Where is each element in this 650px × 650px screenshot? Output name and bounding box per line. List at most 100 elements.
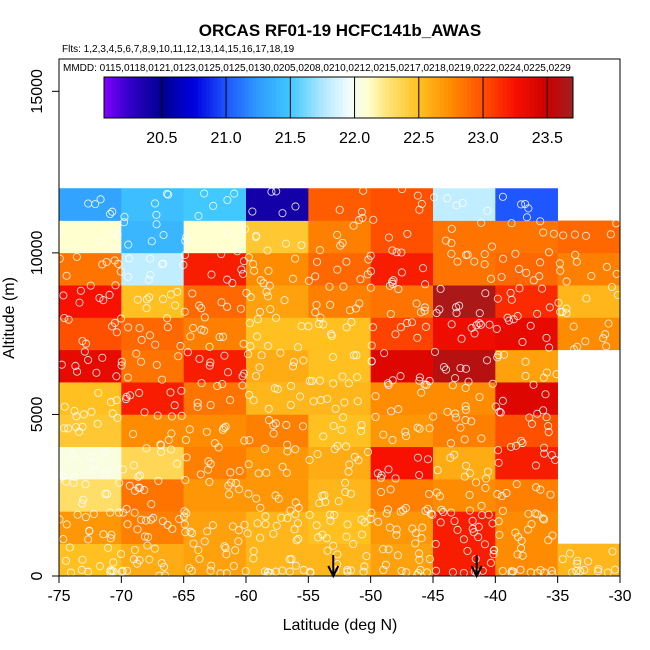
sample-point [167,445,176,454]
sample-point [142,304,151,313]
colorbar-segment [369,77,375,118]
sample-point [156,440,165,449]
sample-point [143,541,152,550]
sample-point [271,567,280,576]
sample-point [218,425,227,434]
heatmap-cell [495,349,558,383]
sample-point [488,379,497,388]
colorbar-segment [127,77,132,118]
sample-point [487,242,497,251]
sample-point [388,376,397,385]
sample-point [333,265,342,274]
sample-point [524,525,533,534]
sample-point [452,309,461,318]
sample-point [226,396,235,405]
sample-point [521,371,530,381]
sample-point [206,401,215,410]
colorbar-segment [275,77,281,118]
sample-point [246,293,255,302]
sample-point [283,440,292,449]
sample-point [495,530,504,539]
sample-point [508,567,518,576]
sample-point [475,392,484,402]
sample-point [130,508,139,517]
sample-point [608,547,617,556]
sample-point [231,546,240,555]
sample-point [385,281,394,290]
sample-point [269,529,278,538]
sample-point [461,405,470,414]
sample-point [335,205,344,214]
heatmap-cell [308,252,371,286]
sample-point [483,206,492,215]
sample-point [289,357,298,367]
sample-point [263,246,272,255]
sample-point [96,195,105,204]
heatmap-cell [308,317,371,351]
sample-point [536,485,545,494]
colorbar-segment [389,77,394,118]
sample-point [241,567,250,576]
sample-point [91,200,100,209]
sample-point [498,192,507,201]
sample-point [166,388,175,397]
colorbar-segment [154,77,160,118]
sample-point [59,291,68,300]
sample-point [546,490,555,499]
sample-point [532,483,541,492]
sample-point [152,360,161,369]
heatmap-cell [308,511,371,544]
sample-point [166,290,175,299]
sample-point [415,376,424,385]
sample-point [274,494,283,503]
sample-point [430,347,440,356]
sample-point [180,520,189,529]
heatmap-cell [59,446,122,480]
y-axis-label: Altitude (m) [1,277,18,359]
sample-point [102,257,111,267]
sample-point [233,247,242,256]
sample-point [291,202,300,211]
sample-point [150,199,160,208]
sample-point [548,570,557,579]
sample-point [135,324,144,333]
sample-point [447,239,456,248]
sample-point [278,462,287,471]
heatmap-cell [433,188,496,221]
sample-point [531,509,540,518]
colorbar-segment [498,77,504,118]
colorbar-segment [229,77,234,118]
sample-point [259,279,268,288]
sample-point [415,471,424,480]
sample-point [443,407,452,416]
colorbar: 20.5 21.0 21.5 22.0 22.5 23.0 23.5 [103,76,574,147]
sample-point [226,468,235,477]
sample-point [291,254,300,263]
sample-point [129,555,138,564]
sample-point [593,567,603,576]
sample-point [562,309,571,318]
sample-point [456,364,465,373]
colorbar-segment [514,77,519,118]
heatmap-cell [183,220,247,254]
sample-point [197,325,206,334]
sample-point [249,547,258,556]
sample-point [124,240,133,249]
sample-point [477,434,486,443]
sample-point [95,562,104,571]
colorbar-segment [150,77,156,118]
sample-point [345,460,354,469]
sample-point [413,191,422,200]
sample-point [319,432,328,441]
sample-point [544,248,554,257]
sample-point [146,270,155,280]
sample-point [237,265,246,274]
sample-point [547,451,556,460]
sample-point [341,442,351,451]
sample-point [240,520,249,529]
sample-point [391,330,400,339]
sample-point [496,408,505,417]
sample-point [415,424,424,433]
heatmap-cell [59,543,122,577]
heatmap-cell [246,220,309,254]
